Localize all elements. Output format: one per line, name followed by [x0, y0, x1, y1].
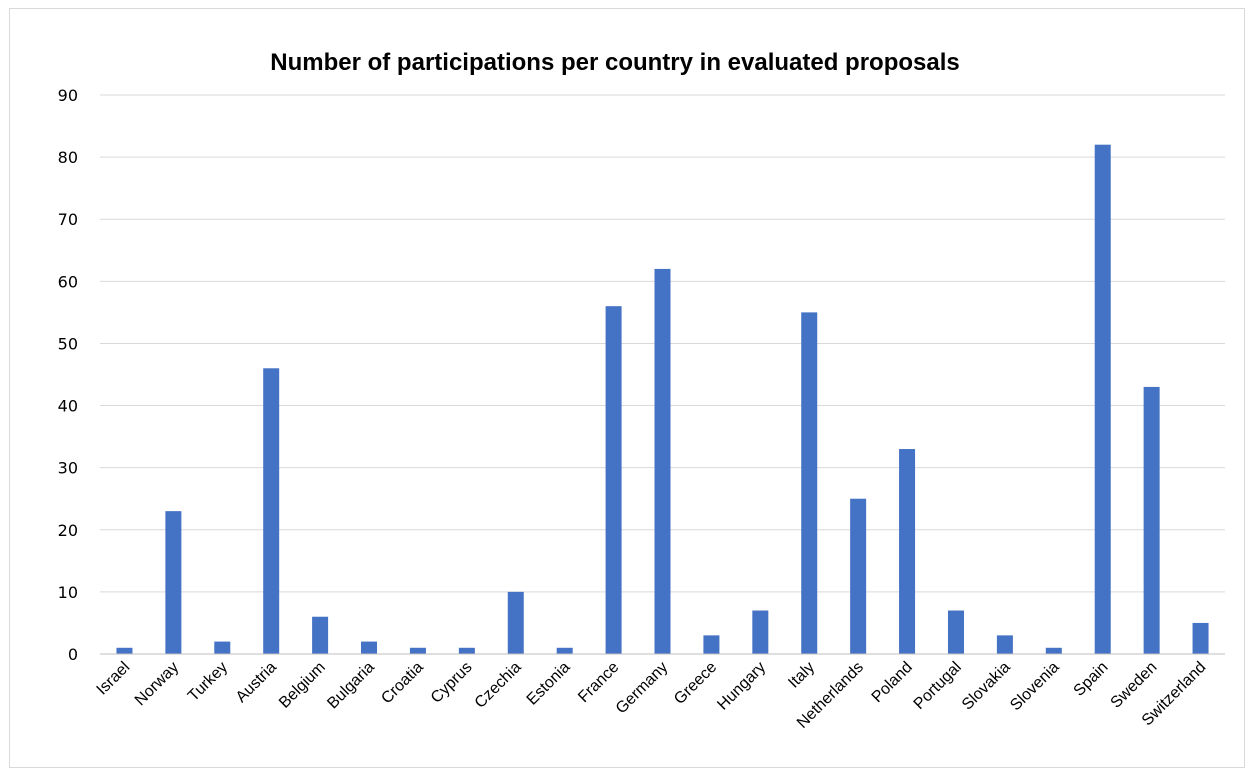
chart-frame: Number of participations per country in … — [9, 8, 1245, 768]
y-tick-label: 50 — [58, 334, 78, 353]
y-tick-label: 30 — [58, 459, 78, 478]
bar-slovakia — [996, 635, 1013, 654]
x-tick-label: Slovakia — [959, 659, 1014, 714]
y-axis-ticks: 0 10 20 30 40 50 60 70 80 90 — [58, 86, 78, 664]
x-tick-label: Belgium — [276, 659, 329, 712]
bar-belgium — [312, 616, 329, 654]
x-tick-label: Italy — [785, 659, 818, 692]
bar-netherlands — [850, 498, 867, 654]
x-tick-label: Czechia — [472, 659, 525, 712]
x-tick-label: Greece — [671, 659, 720, 708]
bar-portugal — [947, 610, 964, 654]
bar-estonia — [556, 647, 573, 654]
x-tick-label: Turkey — [185, 659, 231, 705]
bar-turkey — [214, 641, 231, 654]
bar-poland — [899, 449, 916, 654]
x-tick-label: Spain — [1071, 659, 1112, 700]
y-tick-label: 40 — [58, 397, 78, 416]
y-tick-label: 80 — [58, 148, 78, 167]
x-tick-label: Croatia — [378, 659, 427, 708]
bar-sweden — [1143, 386, 1160, 654]
bar-switzerland — [1192, 622, 1209, 654]
y-tick-label: 70 — [58, 210, 78, 229]
bar-norway — [165, 511, 182, 654]
x-tick-label: Slovenia — [1007, 659, 1062, 714]
y-tick-label: 0 — [68, 645, 78, 664]
bar-france — [605, 306, 622, 654]
x-tick-label: Cyprus — [428, 659, 476, 707]
x-tick-label: Portugal — [911, 659, 965, 713]
bar-israel — [116, 647, 133, 654]
y-tick-label: 60 — [58, 272, 78, 291]
bar-czechia — [507, 591, 524, 654]
x-tick-label: Germany — [613, 659, 672, 718]
x-tick-label: Norway — [132, 659, 182, 709]
bar-spain — [1094, 144, 1111, 654]
y-tick-label: 20 — [58, 521, 78, 540]
x-tick-label: Israel — [94, 659, 134, 699]
bar-italy — [801, 312, 818, 654]
x-tick-label: Poland — [869, 659, 916, 706]
bar-croatia — [409, 647, 426, 654]
bars — [116, 144, 1209, 654]
chart-title: Number of participations per country in … — [270, 49, 960, 76]
bar-cyprus — [458, 647, 475, 654]
x-tick-label: Bulgaria — [324, 659, 378, 713]
bar-austria — [263, 368, 280, 654]
y-tick-label: 90 — [58, 86, 78, 105]
x-tick-label: Hungary — [714, 659, 769, 714]
bar-greece — [703, 635, 720, 654]
bar-hungary — [752, 610, 769, 654]
bar-slovenia — [1045, 647, 1062, 654]
bar-germany — [654, 268, 671, 654]
x-tick-label: Estonia — [524, 659, 574, 709]
y-tick-label: 10 — [58, 583, 78, 602]
x-tick-label: France — [575, 659, 622, 706]
bar-bulgaria — [361, 641, 378, 654]
x-tick-label: Austria — [233, 659, 280, 706]
